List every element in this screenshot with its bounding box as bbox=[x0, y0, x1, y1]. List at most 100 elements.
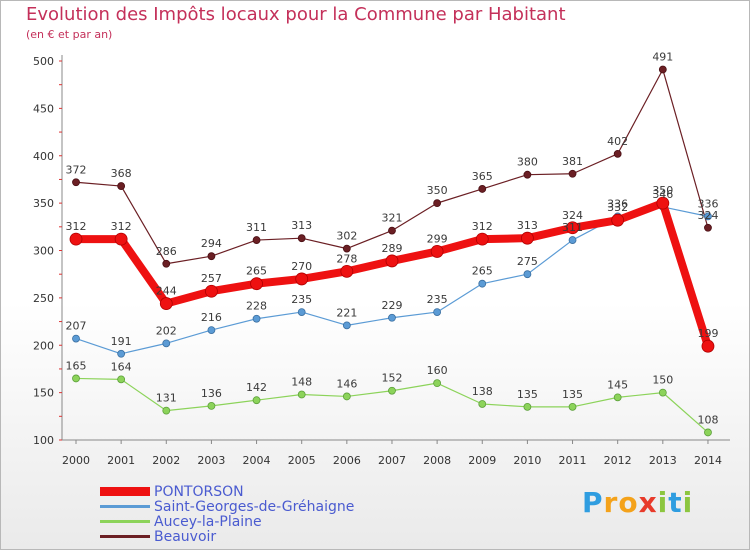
legend-item-beauvoir: Beauvoir bbox=[100, 529, 400, 545]
data-point bbox=[478, 400, 487, 408]
data-point bbox=[704, 428, 712, 437]
data-label: 160 bbox=[427, 364, 448, 377]
data-point bbox=[611, 213, 625, 227]
data-label: 312 bbox=[472, 220, 493, 233]
data-label: 350 bbox=[427, 184, 448, 197]
data-point bbox=[72, 178, 80, 187]
data-label: 332 bbox=[607, 201, 628, 214]
legend-label-saint-georges: Saint-Georges-de-Gréhaigne bbox=[154, 499, 355, 515]
y-tick-label: 400 bbox=[33, 150, 54, 163]
data-label: 324 bbox=[562, 209, 583, 222]
x-tick-label: 2013 bbox=[649, 454, 677, 467]
legend-label-aucey: Aucey-la-Plaine bbox=[154, 514, 262, 530]
data-point bbox=[475, 232, 489, 246]
data-point bbox=[568, 169, 577, 178]
chart-subtitle: (en € et par an) bbox=[26, 28, 113, 41]
logo-letter: o bbox=[618, 486, 639, 519]
chart-title: Evolution des Impôts locaux pour la Comm… bbox=[26, 4, 566, 25]
data-label: 313 bbox=[517, 219, 538, 232]
data-label: 311 bbox=[562, 221, 583, 234]
legend-label-pontorson: PONTORSON bbox=[154, 484, 244, 500]
data-point bbox=[159, 297, 173, 310]
data-label: 312 bbox=[66, 220, 87, 233]
data-point bbox=[162, 339, 171, 348]
data-label: 270 bbox=[291, 260, 312, 273]
x-tick-label: 2012 bbox=[604, 454, 632, 467]
data-label: 275 bbox=[517, 255, 538, 268]
data-label: 148 bbox=[291, 376, 312, 389]
proxiti-logo: Proxiti bbox=[582, 486, 693, 519]
data-label: 313 bbox=[291, 219, 312, 232]
legend-swatch-aucey bbox=[100, 520, 150, 523]
y-tick-label: 300 bbox=[33, 245, 54, 258]
data-label: 135 bbox=[517, 388, 538, 401]
data-point bbox=[342, 321, 351, 330]
data-label: 368 bbox=[111, 167, 132, 180]
data-point bbox=[297, 390, 306, 399]
data-point bbox=[478, 185, 487, 193]
data-label: 265 bbox=[472, 265, 493, 278]
data-label: 265 bbox=[246, 265, 267, 278]
data-label: 346 bbox=[652, 188, 673, 201]
data-point bbox=[613, 149, 622, 158]
data-point bbox=[568, 236, 577, 244]
data-point bbox=[72, 334, 80, 343]
data-point bbox=[162, 259, 171, 268]
data-point bbox=[521, 231, 534, 245]
data-label: 145 bbox=[607, 378, 628, 391]
data-label: 235 bbox=[427, 293, 448, 306]
data-point bbox=[385, 254, 399, 268]
legend-swatch-pontorson bbox=[100, 487, 150, 496]
data-point bbox=[207, 326, 216, 334]
data-label: 312 bbox=[111, 220, 132, 233]
legend-item-pontorson: PONTORSON bbox=[100, 484, 400, 500]
data-label: 202 bbox=[156, 324, 177, 337]
data-label: 324 bbox=[697, 209, 718, 222]
data-label: 289 bbox=[381, 242, 402, 255]
x-tick-label: 2011 bbox=[559, 454, 587, 467]
data-point bbox=[658, 388, 667, 397]
data-point bbox=[117, 182, 126, 190]
data-point bbox=[162, 406, 171, 415]
x-tick-label: 2000 bbox=[62, 454, 90, 467]
data-point bbox=[523, 402, 532, 411]
data-label: 321 bbox=[381, 212, 402, 225]
x-tick-label: 2001 bbox=[107, 454, 135, 467]
data-label: 199 bbox=[697, 327, 718, 340]
legend-item-saint-georges: Saint-Georges-de-Gréhaigne bbox=[100, 499, 400, 515]
data-point bbox=[114, 232, 128, 246]
data-label: 152 bbox=[381, 372, 402, 385]
data-label: 294 bbox=[201, 237, 222, 250]
data-point bbox=[388, 313, 396, 322]
x-tick-label: 2002 bbox=[152, 454, 180, 467]
data-point bbox=[701, 339, 715, 353]
x-tick-label: 2004 bbox=[243, 454, 271, 467]
data-point bbox=[430, 245, 444, 258]
data-point bbox=[523, 170, 532, 179]
data-point bbox=[656, 196, 670, 210]
data-label: 299 bbox=[427, 232, 448, 245]
x-tick-label: 2006 bbox=[333, 454, 361, 467]
data-point bbox=[72, 374, 80, 383]
legend: PONTORSON Saint-Georges-de-Gréhaigne Auc… bbox=[100, 484, 400, 545]
legend-swatch-saint-georges bbox=[100, 505, 150, 508]
x-tick-label: 2014 bbox=[694, 454, 722, 467]
data-label: 131 bbox=[156, 392, 177, 405]
x-tick-label: 2008 bbox=[423, 454, 451, 467]
data-point bbox=[69, 232, 83, 246]
data-point bbox=[207, 401, 216, 410]
data-point bbox=[478, 279, 487, 288]
logo-letter: i bbox=[682, 486, 694, 519]
y-tick-label: 350 bbox=[33, 197, 54, 210]
x-tick-label: 2003 bbox=[197, 454, 225, 467]
y-tick-label: 200 bbox=[33, 339, 54, 352]
data-label: 165 bbox=[66, 359, 87, 372]
legend-label-beauvoir: Beauvoir bbox=[154, 529, 217, 545]
data-point bbox=[117, 375, 126, 384]
data-label: 350 bbox=[652, 184, 673, 197]
data-point bbox=[433, 199, 442, 208]
data-label: 311 bbox=[246, 221, 267, 234]
data-point bbox=[117, 349, 126, 358]
logo-letter: x bbox=[638, 486, 658, 519]
